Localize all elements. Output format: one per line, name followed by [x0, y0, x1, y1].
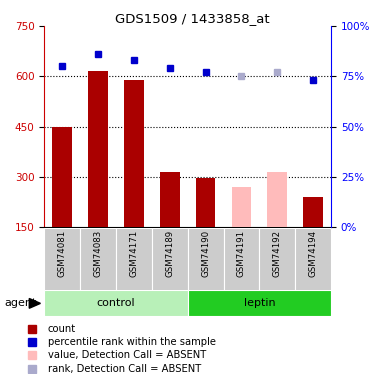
Bar	[160, 172, 180, 227]
Bar	[303, 197, 323, 227]
Bar	[44, 290, 188, 316]
Text: rank, Detection Call = ABSENT: rank, Detection Call = ABSENT	[48, 364, 201, 374]
Text: GSM74171: GSM74171	[129, 230, 139, 278]
Bar	[152, 228, 188, 291]
Text: agent: agent	[5, 298, 37, 308]
Bar	[116, 228, 152, 291]
Text: percentile rank within the sample: percentile rank within the sample	[48, 337, 216, 347]
Text: GSM74189: GSM74189	[165, 230, 174, 277]
Text: GSM74190: GSM74190	[201, 230, 210, 277]
Bar	[268, 172, 287, 227]
Bar	[232, 187, 251, 227]
Text: GSM74194: GSM74194	[309, 230, 318, 277]
Text: value, Detection Call = ABSENT: value, Detection Call = ABSENT	[48, 350, 206, 360]
Text: count: count	[48, 324, 76, 333]
Bar	[295, 228, 331, 291]
Bar	[259, 228, 295, 291]
Text: GSM74081: GSM74081	[58, 230, 67, 278]
Bar	[80, 228, 116, 291]
Bar	[88, 71, 108, 227]
Bar	[196, 178, 216, 227]
Bar	[224, 228, 259, 291]
Bar	[44, 228, 80, 291]
Text: control: control	[97, 298, 135, 308]
Bar	[52, 127, 72, 227]
Text: GSM74083: GSM74083	[94, 230, 102, 278]
Text: GSM74192: GSM74192	[273, 230, 282, 277]
Text: GSM74191: GSM74191	[237, 230, 246, 277]
Text: leptin: leptin	[244, 298, 275, 308]
Bar	[188, 290, 331, 316]
Polygon shape	[29, 298, 40, 308]
Bar	[188, 228, 224, 291]
Text: GDS1509 / 1433858_at: GDS1509 / 1433858_at	[115, 12, 270, 26]
Bar	[124, 80, 144, 227]
